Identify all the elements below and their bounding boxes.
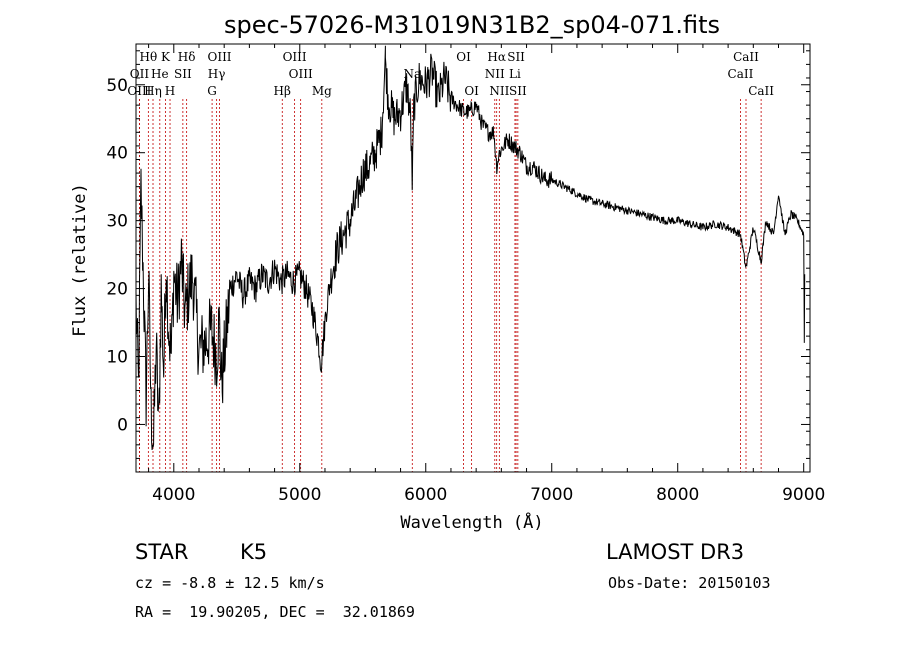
x-tick-label: 5000 bbox=[278, 485, 321, 505]
spectral-line-label: OII bbox=[130, 67, 150, 81]
coordinates: RA = 19.90205, DEC = 32.01869 bbox=[135, 603, 415, 621]
spectrum-line bbox=[135, 45, 806, 451]
x-tick-label: 8000 bbox=[656, 485, 699, 505]
spectral-line-label: OIII bbox=[289, 67, 313, 81]
spectral-line-label: Hθ bbox=[139, 50, 157, 64]
x-tick-label: 7000 bbox=[530, 485, 573, 505]
spectral-line-label: CaII bbox=[728, 67, 754, 81]
axis-ticks: 4000 5000 6000 7000 8000 9000 0 10 20 30 40 50 bbox=[106, 44, 825, 505]
spectral-line-label: G bbox=[207, 84, 217, 98]
spectral-line-label: SII bbox=[507, 50, 525, 64]
spectral-line-label: H bbox=[165, 84, 175, 98]
spectral-line-label: Hβ bbox=[274, 84, 291, 98]
spectral-line-label: SII bbox=[174, 67, 192, 81]
y-tick-label: 50 bbox=[106, 76, 128, 96]
chart-title: spec-57026-M31019N31B2_sp04-071.fits bbox=[224, 11, 720, 39]
spectral-line-label: He bbox=[151, 67, 169, 81]
spectral-line-label: Hα bbox=[487, 50, 506, 64]
y-tick-label: 10 bbox=[106, 348, 128, 368]
y-tick-label: 20 bbox=[106, 280, 128, 300]
survey-name: LAMOST DR3 bbox=[606, 540, 745, 564]
observation-date: Obs-Date: 20150103 bbox=[608, 574, 771, 592]
spectral-line-label: CaII bbox=[748, 84, 774, 98]
y-tick-label: 40 bbox=[106, 144, 128, 164]
spectral-line-label: Hδ bbox=[178, 50, 196, 64]
spectral-line-label: Hγ bbox=[208, 67, 226, 81]
spectral-line-label: OIII bbox=[283, 50, 307, 64]
spectral-line-label: OI bbox=[464, 84, 479, 98]
y-tick-label: 0 bbox=[117, 415, 128, 435]
object-class: STAR bbox=[135, 540, 189, 564]
spectral-line-label: OIII bbox=[207, 50, 231, 64]
spectral-line-label: NII bbox=[489, 84, 509, 98]
x-tick-label: 6000 bbox=[404, 485, 447, 505]
x-tick-label: 4000 bbox=[152, 485, 195, 505]
plot-frame bbox=[135, 43, 811, 473]
y-axis-label: Flux (relative) bbox=[70, 183, 90, 337]
spectral-line-label: OIII bbox=[127, 84, 151, 98]
spectral-line-label: CaII bbox=[733, 50, 759, 64]
redshift-velocity: cz = -8.8 ± 12.5 km/s bbox=[135, 574, 325, 592]
spectral-line-label: OI bbox=[456, 50, 471, 64]
y-tick-label: 30 bbox=[106, 212, 128, 232]
spectral-line-label: Na bbox=[403, 67, 421, 81]
spectral-line-label: NII bbox=[485, 67, 505, 81]
spectral-line-label: Mg bbox=[312, 84, 332, 98]
spectral-line-label: Hη bbox=[144, 84, 162, 98]
x-tick-label: 9000 bbox=[782, 485, 825, 505]
spectral-line-label: K bbox=[161, 50, 171, 64]
spectral-line-label: Li bbox=[509, 67, 521, 81]
x-axis-label: Wavelength (Å) bbox=[400, 511, 543, 533]
object-subclass: K5 bbox=[240, 540, 268, 564]
spectrum-series bbox=[135, 45, 806, 451]
spectral-line-label: SII bbox=[509, 84, 527, 98]
